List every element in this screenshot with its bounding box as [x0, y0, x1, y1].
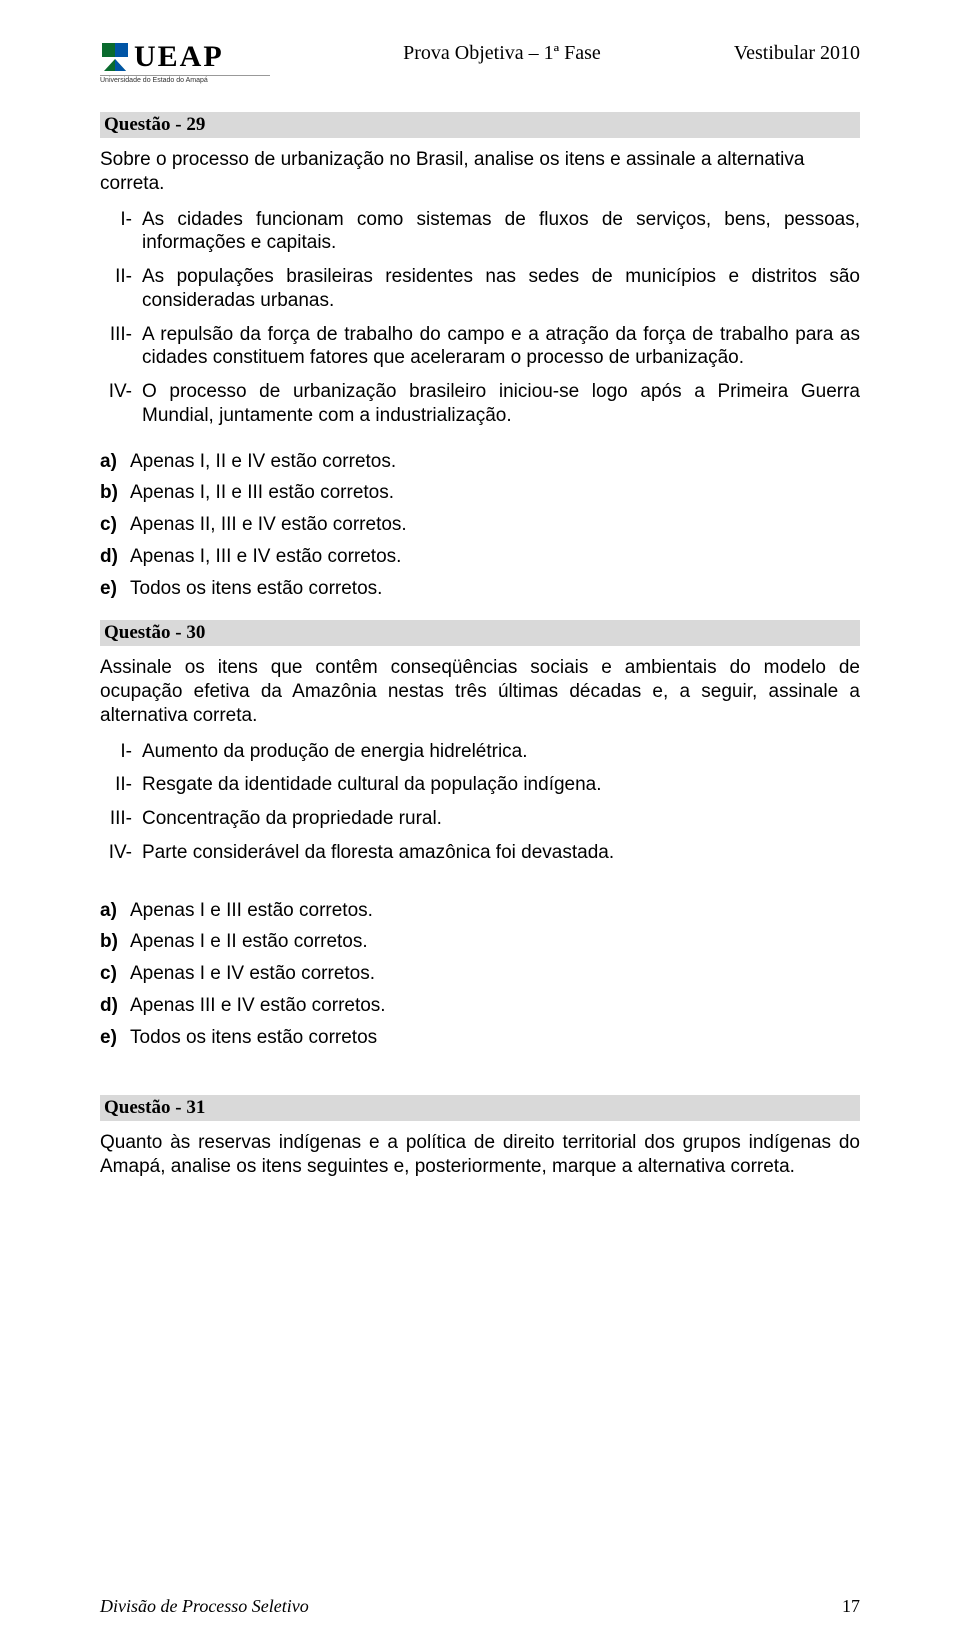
roman-label: III-	[100, 323, 142, 371]
roman-label: I-	[100, 208, 142, 256]
alt-item: a) Apenas I, II e IV estão corretos.	[100, 450, 860, 474]
logo-subtext: Universidade do Estado do Amapá	[100, 75, 270, 84]
alt-label: a)	[100, 899, 130, 923]
roman-item: I- Aumento da produção de energia hidrel…	[100, 740, 860, 764]
alt-item: b) Apenas I e II estão corretos.	[100, 930, 860, 954]
question-29-roman-list: I- As cidades funcionam como sistemas de…	[100, 208, 860, 428]
alt-item: d) Apenas III e IV estão corretos.	[100, 994, 860, 1018]
question-29-title: Questão - 29	[100, 112, 860, 138]
question-31-prompt: Quanto às reservas indígenas e a polític…	[100, 1131, 860, 1179]
alt-text: Todos os itens estão corretos	[130, 1026, 860, 1050]
roman-item: III- Concentração da propriedade rural.	[100, 807, 860, 831]
alt-label: c)	[100, 513, 130, 537]
roman-text: Aumento da produção de energia hidrelétr…	[142, 740, 860, 764]
footer-left: Divisão de Processo Seletivo	[100, 1596, 309, 1617]
roman-text: A repulsão da força de trabalho do campo…	[142, 323, 860, 371]
question-29-prompt: Sobre o processo de urbanização no Brasi…	[100, 148, 860, 196]
alt-text: Apenas III e IV estão corretos.	[130, 994, 860, 1018]
alt-text: Apenas I, III e IV estão corretos.	[130, 545, 860, 569]
logo-icon	[100, 41, 130, 73]
logo-text: UEAP	[134, 40, 224, 74]
alt-text: Apenas I e III estão corretos.	[130, 899, 860, 923]
alt-label: e)	[100, 577, 130, 601]
alt-label: a)	[100, 450, 130, 474]
roman-text: Resgate da identidade cultural da popula…	[142, 773, 860, 797]
question-30-roman-list: I- Aumento da produção de energia hidrel…	[100, 740, 860, 865]
roman-text: Concentração da propriedade rural.	[142, 807, 860, 831]
alt-label: d)	[100, 545, 130, 569]
alt-item: e) Todos os itens estão corretos	[100, 1026, 860, 1050]
logo: UEAP	[100, 40, 270, 74]
logo-block: UEAP Universidade do Estado do Amapá	[100, 40, 270, 84]
alt-item: b) Apenas I, II e III estão corretos.	[100, 481, 860, 505]
roman-item: II- As populações brasileiras residentes…	[100, 265, 860, 313]
header-center: Prova Objetiva – 1ª Fase	[403, 42, 601, 65]
roman-label: I-	[100, 740, 142, 764]
page-header: UEAP Universidade do Estado do Amapá Pro…	[100, 40, 860, 84]
alt-text: Apenas II, III e IV estão corretos.	[130, 513, 860, 537]
alt-item: c) Apenas I e IV estão corretos.	[100, 962, 860, 986]
alt-text: Apenas I e IV estão corretos.	[130, 962, 860, 986]
alt-label: e)	[100, 1026, 130, 1050]
question-30-alternatives: a) Apenas I e III estão corretos. b) Ape…	[100, 899, 860, 1050]
alt-label: d)	[100, 994, 130, 1018]
question-29-alternatives: a) Apenas I, II e IV estão corretos. b) …	[100, 450, 860, 601]
question-31-title: Questão - 31	[100, 1095, 860, 1121]
alt-item: c) Apenas II, III e IV estão corretos.	[100, 513, 860, 537]
roman-label: II-	[100, 265, 142, 313]
roman-item: IV- Parte considerável da floresta amazô…	[100, 841, 860, 865]
roman-text: O processo de urbanização brasileiro ini…	[142, 380, 860, 428]
page-footer: Divisão de Processo Seletivo 17	[100, 1596, 860, 1617]
alt-item: e) Todos os itens estão corretos.	[100, 577, 860, 601]
alt-text: Apenas I, II e IV estão corretos.	[130, 450, 860, 474]
roman-label: IV-	[100, 841, 142, 865]
roman-label: II-	[100, 773, 142, 797]
alt-item: a) Apenas I e III estão corretos.	[100, 899, 860, 923]
header-right: Vestibular 2010	[734, 42, 860, 65]
roman-item: IV- O processo de urbanização brasileiro…	[100, 380, 860, 428]
alt-text: Apenas I e II estão corretos.	[130, 930, 860, 954]
alt-label: b)	[100, 481, 130, 505]
alt-label: c)	[100, 962, 130, 986]
alt-text: Todos os itens estão corretos.	[130, 577, 860, 601]
roman-text: As populações brasileiras residentes nas…	[142, 265, 860, 313]
roman-text: As cidades funcionam como sistemas de fl…	[142, 208, 860, 256]
roman-label: III-	[100, 807, 142, 831]
roman-text: Parte considerável da floresta amazônica…	[142, 841, 860, 865]
roman-item: I- As cidades funcionam como sistemas de…	[100, 208, 860, 256]
roman-item: II- Resgate da identidade cultural da po…	[100, 773, 860, 797]
alt-item: d) Apenas I, III e IV estão corretos.	[100, 545, 860, 569]
roman-label: IV-	[100, 380, 142, 428]
alt-label: b)	[100, 930, 130, 954]
alt-text: Apenas I, II e III estão corretos.	[130, 481, 860, 505]
question-30-title: Questão - 30	[100, 620, 860, 646]
question-30-prompt: Assinale os itens que contêm conseqüênci…	[100, 656, 860, 727]
page-number: 17	[842, 1596, 860, 1617]
roman-item: III- A repulsão da força de trabalho do …	[100, 323, 860, 371]
